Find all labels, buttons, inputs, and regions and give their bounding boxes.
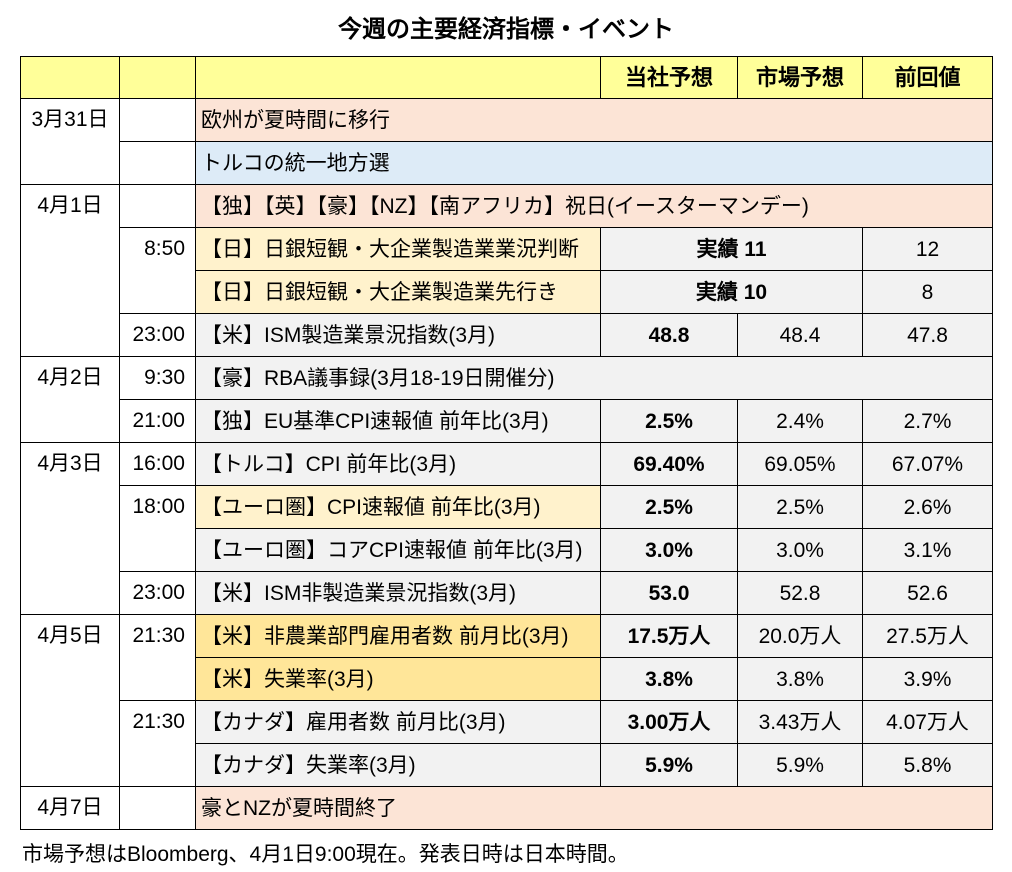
table-row: 21:00 【独】EU基準CPI速報値 前年比(3月) 2.5% 2.4% 2.… — [21, 399, 993, 443]
event-cell: 【日】日銀短観・大企業製造業先行き — [195, 270, 601, 314]
our-forecast-cell: 3.0% — [600, 528, 738, 572]
event-cell: 【独】EU基準CPI速報値 前年比(3月) — [195, 399, 601, 443]
table-row: 4月5日 21:30 【米】非農業部門雇用者数 前月比(3月) 17.5万人 2… — [20, 614, 993, 787]
date-cell: 3月31日 — [20, 98, 120, 185]
event-cell: 【ユーロ圏】CPI速報値 前年比(3月) — [195, 485, 601, 529]
previous-value-cell: 27.5万人 — [862, 614, 993, 658]
previous-value-cell: 3.9% — [862, 657, 993, 701]
previous-value-cell: 3.1% — [862, 528, 993, 572]
table-row: 4月7日 豪とNZが夏時間終了 — [20, 786, 993, 830]
event-cell: 【カナダ】雇用者数 前月比(3月) — [195, 700, 601, 744]
market-forecast-cell: 3.0% — [737, 528, 863, 572]
our-forecast-cell: 5.9% — [600, 743, 738, 787]
date-cell: 4月5日 — [20, 614, 120, 787]
table-row: 【ユーロ圏】コアCPI速報値 前年比(3月) 3.0% 3.0% 3.1% — [21, 528, 993, 572]
event-cell: 【米】非農業部門雇用者数 前月比(3月) — [195, 614, 601, 658]
previous-value-cell: 4.07万人 — [862, 700, 993, 744]
economic-calendar-table: 当社予想 市場予想 前回値 3月31日 欧州が夏時間に移行 トルコの統一地方選 … — [20, 56, 993, 830]
event-cell: 【トルコ】CPI 前年比(3月) — [195, 442, 601, 486]
event-cell: 【独】【英】【豪】【NZ】【南アフリカ】祝日(イースターマンデー) — [195, 184, 993, 228]
event-cell: 【ユーロ圏】コアCPI速報値 前年比(3月) — [195, 528, 601, 572]
table-row: 8:50 【日】日銀短観・大企業製造業業況判断 実績 11 12 — [21, 227, 993, 314]
date-column-header — [20, 56, 120, 99]
market-forecast-cell: 69.05% — [737, 442, 863, 486]
previous-value-cell: 47.8 — [862, 313, 993, 357]
table-row: 4月3日 16:00 【トルコ】CPI 前年比(3月) 69.40% 69.05… — [20, 442, 993, 615]
market-forecast-cell: 2.4% — [737, 399, 863, 443]
our-forecast-cell: 48.8 — [600, 313, 738, 357]
date-cell: 4月7日 — [20, 786, 120, 830]
event-cell: 【米】失業率(3月) — [195, 657, 601, 701]
table-row: 23:00 【米】ISM非製造業景況指数(3月) 53.0 52.8 52.6 — [21, 571, 993, 615]
time-cell: 23:00 — [119, 313, 196, 357]
event-cell: 豪とNZが夏時間終了 — [195, 786, 993, 830]
time-cell: 21:30 — [119, 614, 196, 701]
date-cell: 4月2日 — [20, 356, 120, 443]
previous-value-cell: 67.07% — [862, 442, 993, 486]
table-row: トルコの統一地方選 — [21, 141, 993, 185]
footnote: 市場予想はBloomberg、4月1日9:00現在。発表日時は日本時間。 — [22, 843, 629, 866]
page-title: 今週の主要経済指標・イベント — [338, 16, 674, 43]
market-forecast-cell: 20.0万人 — [737, 614, 863, 658]
table-row: 4月2日 9:30 【豪】RBA議事録(3月18-19日開催分) — [20, 356, 993, 443]
time-cell: 9:30 — [119, 356, 196, 400]
our-forecast-cell: 53.0 — [600, 571, 738, 615]
our-forecast-cell: 3.8% — [600, 657, 738, 701]
previous-value-cell: 12 — [862, 227, 993, 271]
event-cell: 【日】日銀短観・大企業製造業業況判断 — [195, 227, 601, 271]
event-cell: 【米】ISM非製造業景況指数(3月) — [195, 571, 601, 615]
time-cell: 23:00 — [119, 571, 196, 615]
table-row: 【日】日銀短観・大企業製造業先行き 実績 10 8 — [21, 270, 993, 314]
time-cell — [119, 141, 196, 185]
market-forecast-cell: 48.4 — [737, 313, 863, 357]
event-cell: 【米】ISM製造業景況指数(3月) — [195, 313, 601, 357]
event-cell: 【豪】RBA議事録(3月18-19日開催分) — [195, 356, 993, 400]
actual-result-cell: 実績 10 — [600, 270, 863, 314]
our-forecast-cell: 69.40% — [600, 442, 738, 486]
table-row: 3月31日 欧州が夏時間に移行 — [20, 98, 993, 185]
date-cell: 4月1日 — [20, 184, 120, 357]
header-row: 当社予想 市場予想 前回値 — [20, 56, 993, 99]
market-forecast-cell: 3.8% — [737, 657, 863, 701]
time-cell — [119, 786, 196, 830]
time-cell — [119, 184, 196, 228]
event-column-header — [195, 56, 601, 99]
table-row: 18:00 【ユーロ圏】CPI速報値 前年比(3月) 2.5% 2.5% 2.6… — [21, 485, 993, 572]
market-forecast-cell: 5.9% — [737, 743, 863, 787]
previous-value-cell: 2.7% — [862, 399, 993, 443]
time-cell: 16:00 — [119, 442, 196, 486]
market-forecast-cell: 2.5% — [737, 485, 863, 529]
our-forecast-cell: 2.5% — [600, 485, 738, 529]
table-row: 21:30 【カナダ】雇用者数 前月比(3月) 3.00万人 3.43万人 4.… — [21, 700, 993, 787]
date-cell: 4月3日 — [20, 442, 120, 615]
market-forecast-header: 市場予想 — [737, 56, 863, 99]
our-forecast-cell: 2.5% — [600, 399, 738, 443]
time-column-header — [119, 56, 196, 99]
time-cell: 8:50 — [119, 227, 196, 314]
previous-value-cell: 2.6% — [862, 485, 993, 529]
event-cell: トルコの統一地方選 — [195, 141, 993, 185]
table-row: 23:00 【米】ISM製造業景況指数(3月) 48.8 48.4 47.8 — [21, 313, 993, 357]
event-cell: 欧州が夏時間に移行 — [195, 98, 993, 142]
previous-value-header: 前回値 — [862, 56, 993, 99]
our-forecast-cell: 17.5万人 — [600, 614, 738, 658]
actual-result-cell: 実績 11 — [600, 227, 863, 271]
event-cell: 【カナダ】失業率(3月) — [195, 743, 601, 787]
previous-value-cell: 52.6 — [862, 571, 993, 615]
previous-value-cell: 5.8% — [862, 743, 993, 787]
time-cell: 18:00 — [119, 485, 196, 572]
market-forecast-cell: 3.43万人 — [737, 700, 863, 744]
table-row: 4月1日 【独】【英】【豪】【NZ】【南アフリカ】祝日(イースターマンデー) — [20, 184, 993, 357]
previous-value-cell: 8 — [862, 270, 993, 314]
time-cell: 21:00 — [119, 399, 196, 443]
time-cell — [119, 98, 196, 142]
market-forecast-cell: 52.8 — [737, 571, 863, 615]
our-forecast-cell: 3.00万人 — [600, 700, 738, 744]
our-forecast-header: 当社予想 — [600, 56, 738, 99]
time-cell: 21:30 — [119, 700, 196, 787]
